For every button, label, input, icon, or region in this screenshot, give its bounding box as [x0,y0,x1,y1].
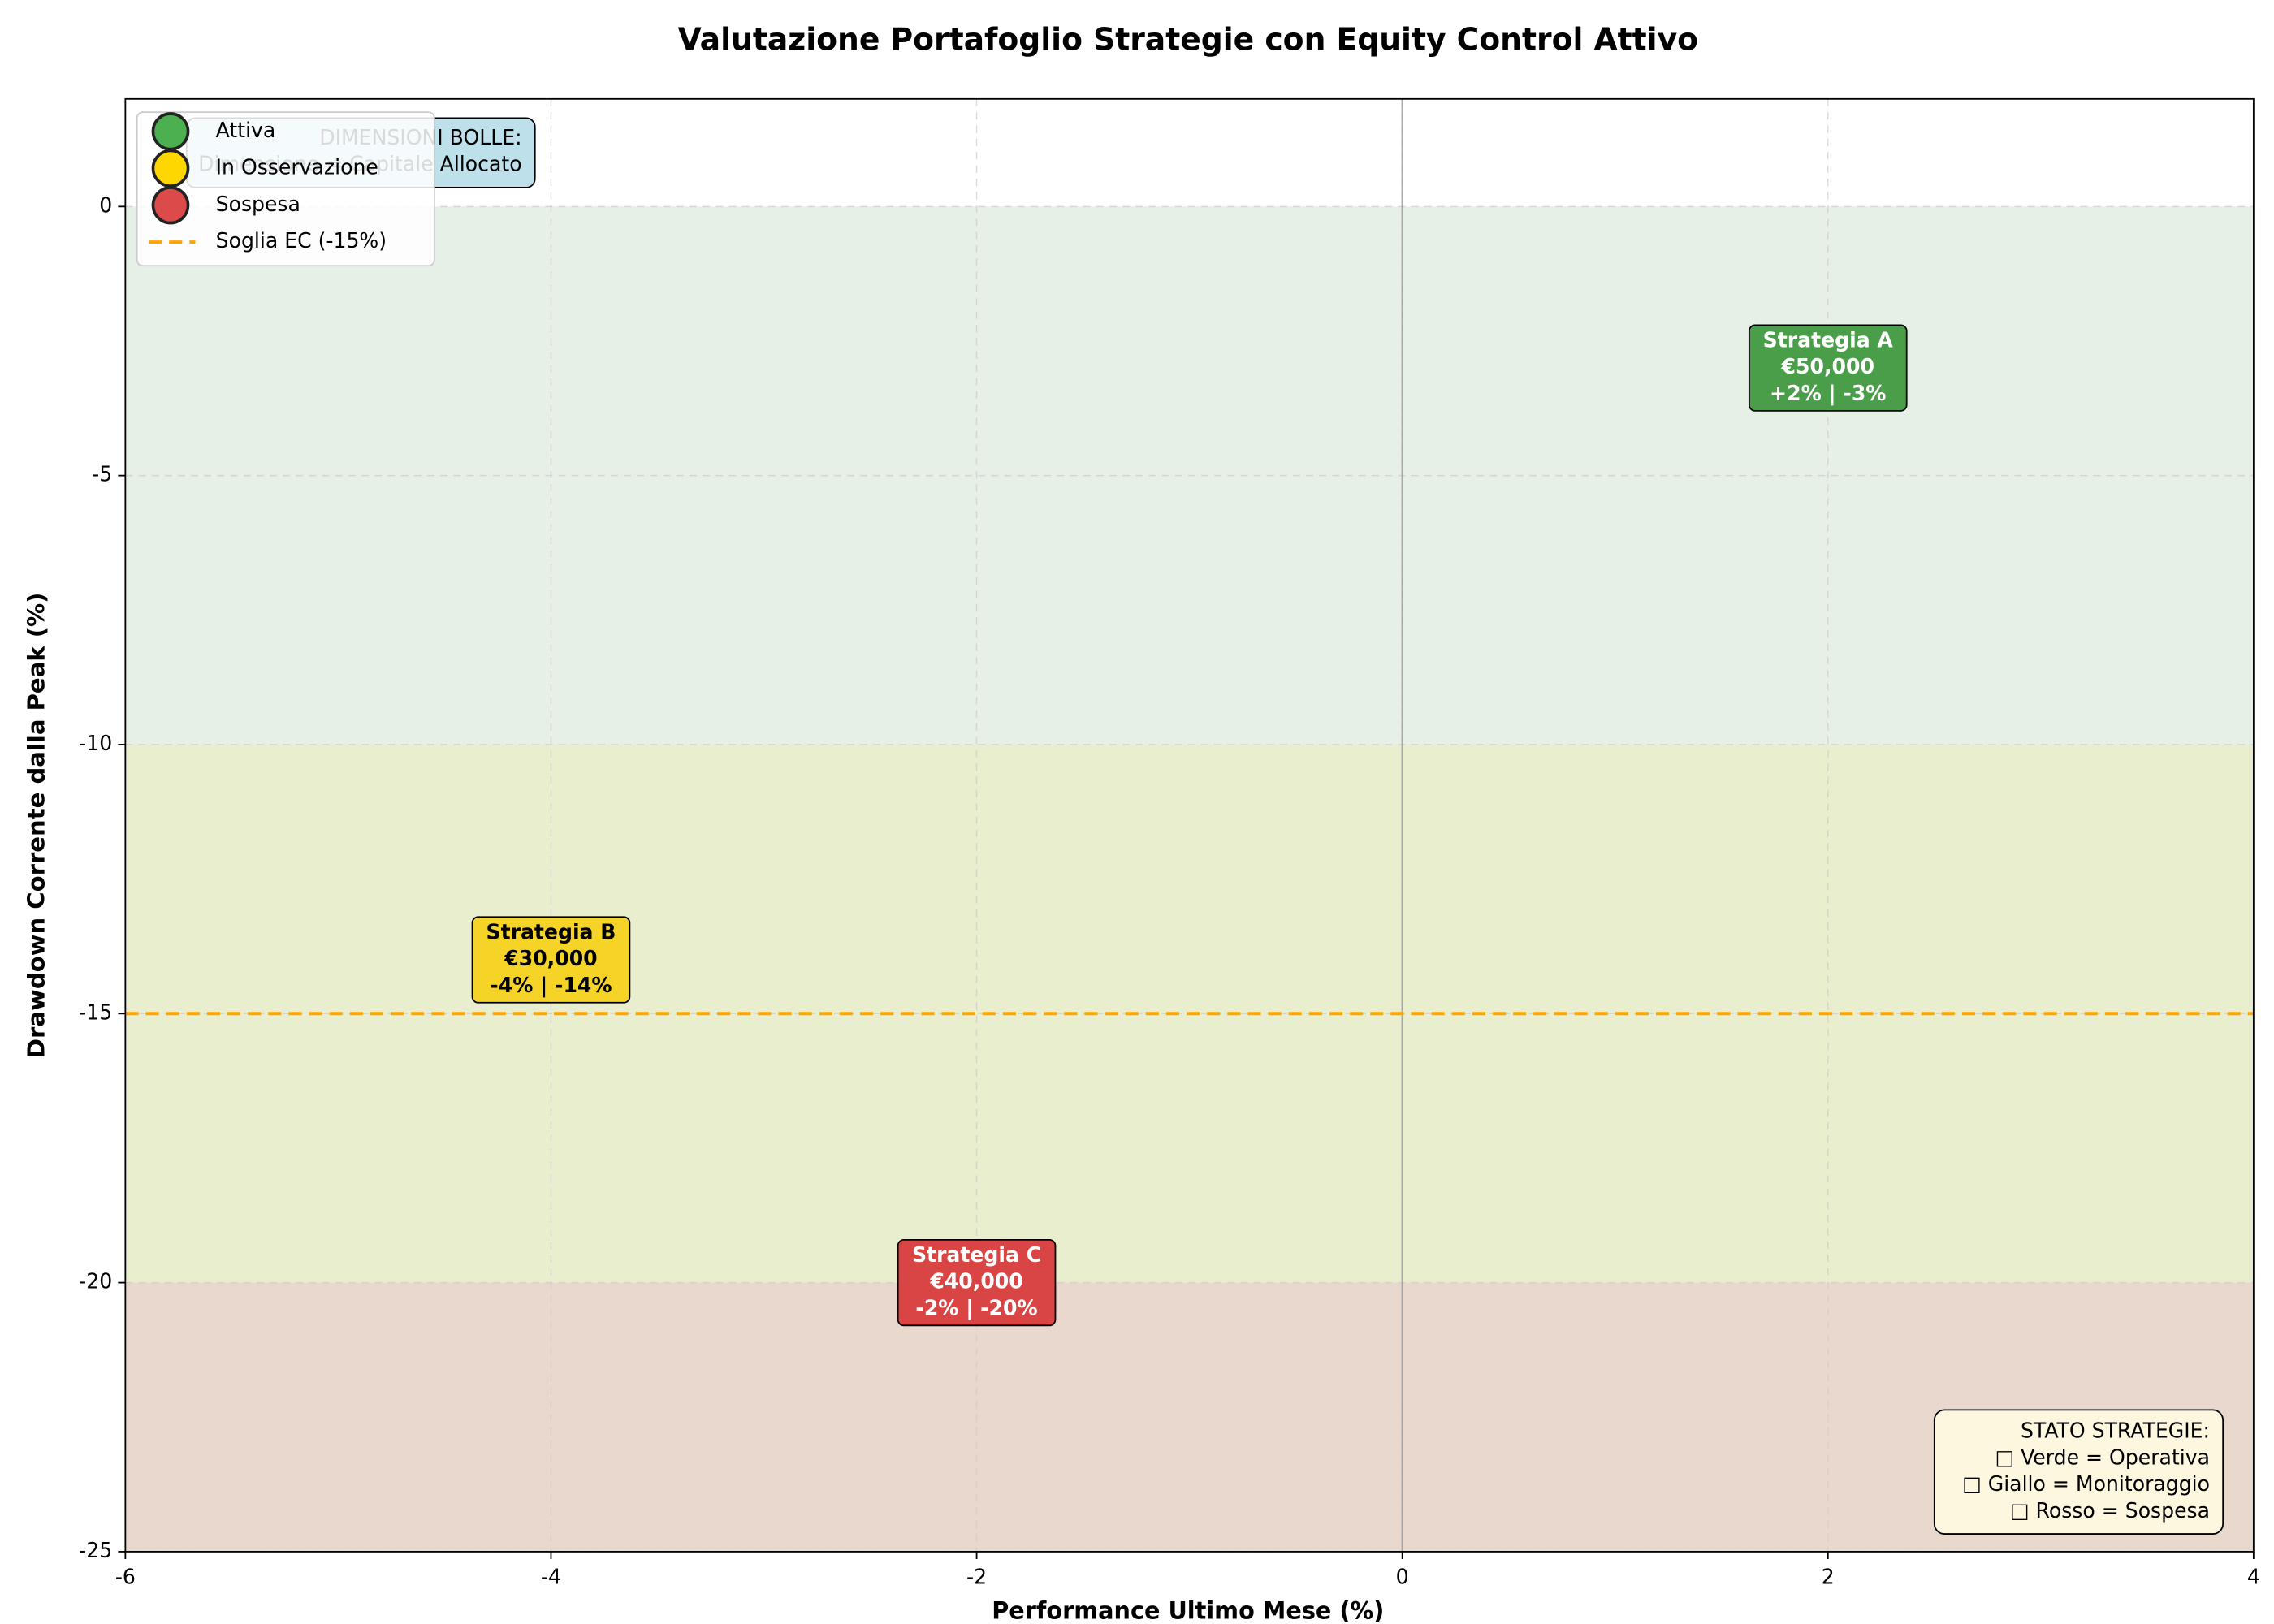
point-label: Strategia C [912,1243,1041,1267]
y-tick-label: -25 [79,1539,112,1562]
legend-label: In Osservazione [216,155,378,179]
x-tick-label: 2 [1822,1566,1835,1589]
x-tick-label: -4 [541,1566,561,1589]
y-tick-label: -5 [92,463,112,486]
zone [125,1282,2254,1552]
x-tick-label: -2 [966,1566,987,1589]
legend-marker [151,149,190,188]
status-text: STATO STRATEGIE: [2021,1419,2210,1443]
x-tick-label: -6 [115,1566,136,1589]
point-label: €40,000 [929,1269,1022,1293]
point-label: €30,000 [504,947,597,970]
status-text: □ Rosso = Sospesa [2010,1499,2210,1522]
label-box [1748,324,1908,412]
legend-marker [151,186,190,225]
point-label: Strategia A [1763,328,1894,352]
point-label: Strategia B [486,920,616,944]
legend-box [136,111,435,267]
legend-label: Sospesa [216,192,300,216]
x-axis-label: Performance Ultimo Mese (%) [992,1596,1384,1624]
label-box [897,1238,1057,1327]
status-box [1933,1409,2224,1535]
y-axis-label: Drawdown Corrente dalla Peak (%) [23,593,50,1059]
y-tick-label: -15 [79,1000,112,1024]
y-tick-label: -10 [79,732,112,755]
x-tick-label: 4 [2247,1566,2260,1589]
status-text: □ Verde = Operativa [1995,1445,2210,1469]
plot-frame [124,97,2255,1553]
y-tick-label: -20 [79,1269,112,1293]
legend-label: Attiva [216,119,276,142]
label-box [471,916,631,1004]
x-tick-label: 0 [1396,1566,1409,1589]
point-label: +2% | -3% [1770,382,1886,405]
y-tick-label: 0 [99,193,112,217]
legend-marker [151,112,190,151]
point-label: €50,000 [1781,355,1874,378]
chart-title: Valutazione Portafoglio Strategie con Eq… [678,21,1698,57]
legend-label: Soglia EC (-15%) [216,229,387,253]
point-label: -2% | -20% [915,1296,1037,1320]
status-text: □ Giallo = Monitoraggio [1962,1472,2210,1496]
point-label: -4% | -14% [490,974,612,997]
